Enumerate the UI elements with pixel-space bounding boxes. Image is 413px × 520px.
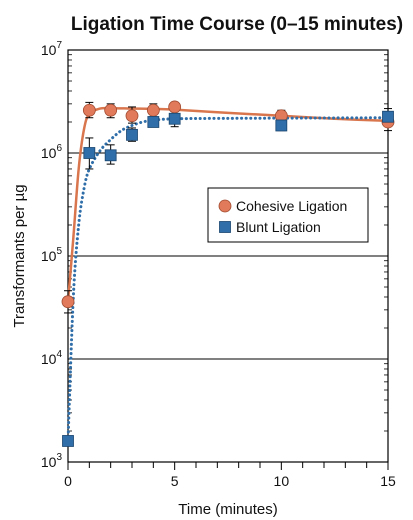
y-tick-label-6: 106 — [41, 143, 63, 161]
legend: Cohesive Ligation Blunt Ligation — [207, 187, 369, 243]
x-axis-label: Time (minutes) — [178, 501, 277, 518]
point-cohesive-ligation-5 — [168, 100, 182, 114]
y-tick-exponent: 7 — [56, 40, 62, 51]
y-axis-label: Transformants per µg — [11, 184, 28, 327]
y-tick-base: 10 — [41, 42, 57, 58]
fit-curve-blunt-ligation — [66, 116, 390, 443]
point-cohesive-ligation-0 — [61, 295, 75, 309]
point-cohesive-ligation-1 — [82, 103, 96, 117]
y-tick-label-4: 104 — [41, 349, 63, 367]
y-tick-label-7: 107 — [41, 40, 63, 58]
y-tick-exponent: 5 — [56, 246, 62, 257]
y-tick-exponent: 6 — [56, 143, 62, 154]
point-blunt-ligation-5 — [168, 112, 181, 125]
point-cohesive-ligation-4 — [146, 103, 160, 117]
legend-marker-cohesive — [218, 199, 232, 213]
fit-curves — [66, 106, 390, 443]
x-tick-label-10: 10 — [274, 473, 290, 489]
plot-frame — [67, 49, 389, 463]
point-blunt-ligation-3 — [126, 128, 138, 141]
data-markers — [61, 100, 395, 447]
point-blunt-ligation-6 — [275, 119, 288, 132]
legend-marker-blunt — [219, 221, 231, 233]
x-tick-label-5: 5 — [171, 473, 179, 489]
chart-title: Ligation Time Course (0–15 minutes) — [71, 14, 403, 35]
point-blunt-ligation-4 — [147, 116, 160, 128]
y-tick-base: 10 — [41, 351, 57, 367]
point-cohesive-ligation-2 — [104, 103, 118, 117]
point-cohesive-ligation-3 — [125, 109, 139, 123]
y-tick-base: 10 — [41, 454, 57, 470]
y-tick-exponent: 3 — [56, 452, 62, 463]
y-tick-base: 10 — [41, 248, 57, 264]
x-tick-label-15: 15 — [380, 473, 396, 489]
point-blunt-ligation-0 — [62, 435, 74, 447]
legend-label-cohesive: Cohesive Ligation — [236, 198, 347, 214]
point-blunt-ligation-2 — [104, 149, 117, 162]
legend-box — [207, 187, 369, 243]
legend-label-blunt: Blunt Ligation — [236, 219, 321, 235]
gridlines — [68, 152, 388, 360]
x-tick-label-0: 0 — [64, 473, 72, 489]
point-blunt-ligation-1 — [83, 147, 96, 159]
y-tick-exponent: 4 — [56, 349, 62, 360]
y-tick-base: 10 — [41, 145, 57, 161]
fit-curve-cohesive-ligation — [66, 106, 389, 302]
point-blunt-ligation-7 — [382, 110, 394, 123]
y-tick-label-3: 103 — [41, 452, 63, 470]
y-tick-label-5: 105 — [41, 246, 63, 264]
